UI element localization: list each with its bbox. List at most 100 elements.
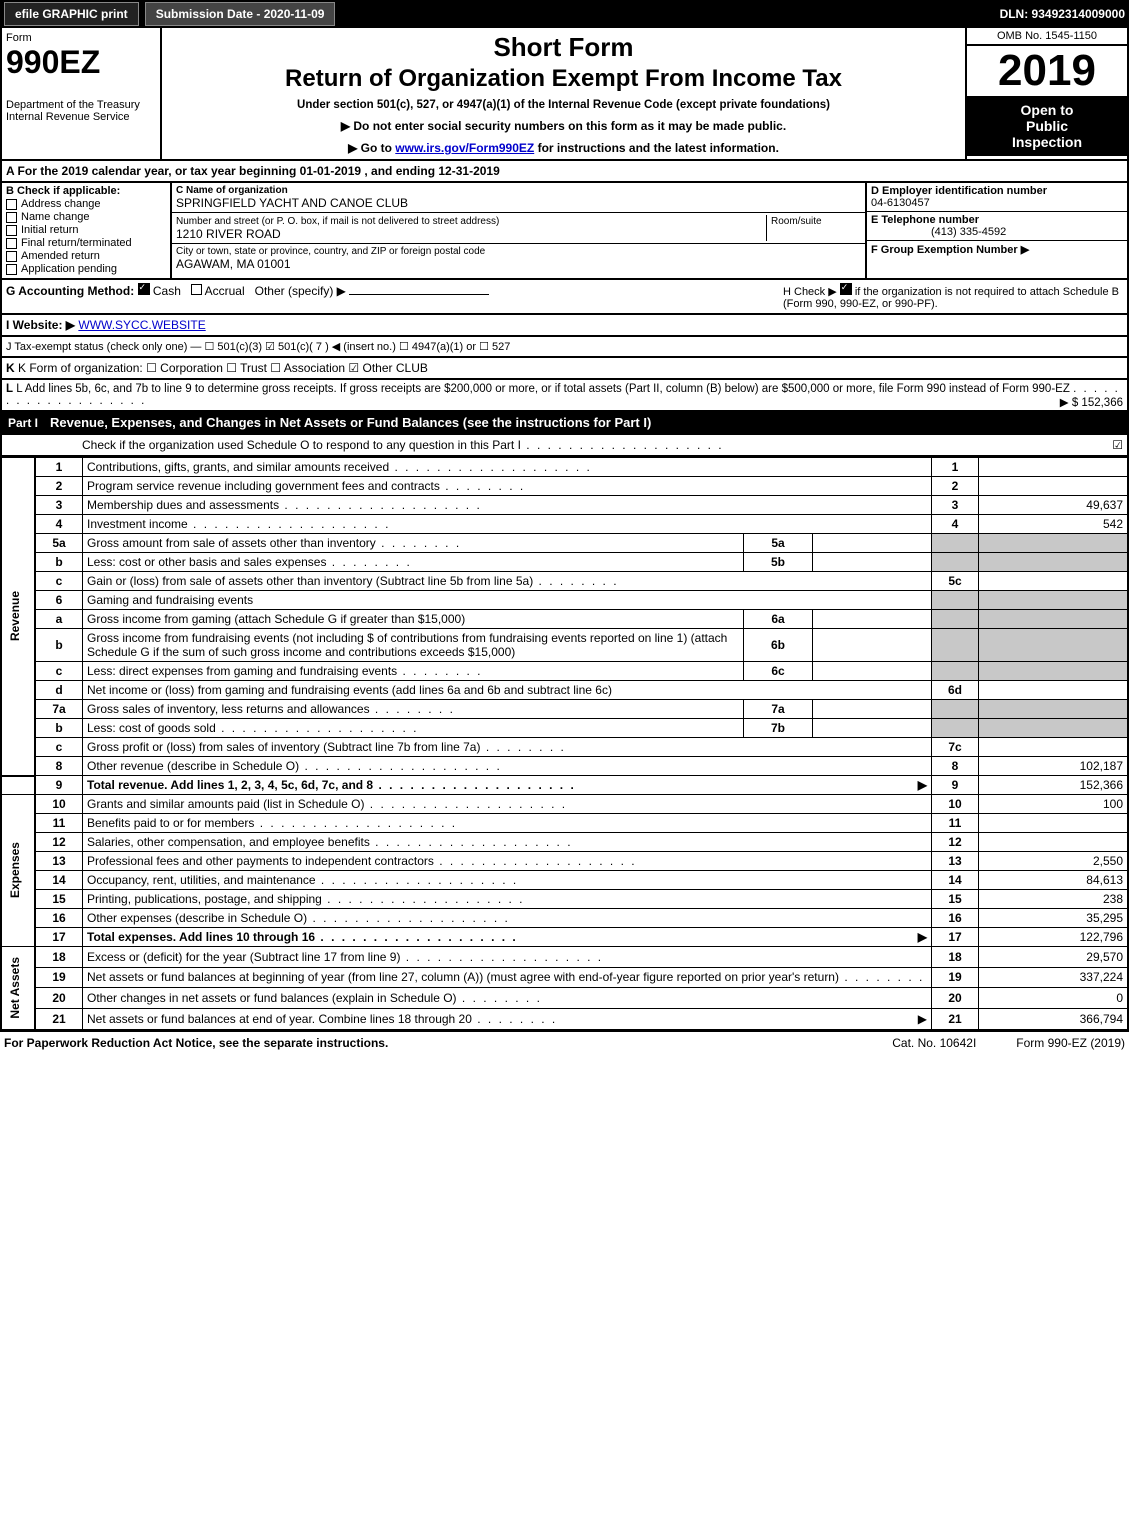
line-6b-inbox: 6b [744, 629, 813, 662]
chk-cash[interactable] [138, 283, 150, 295]
chk-application-pending[interactable]: Application pending [6, 263, 166, 275]
line-5b-inbox: 5b [744, 553, 813, 572]
street-address: 1210 RIVER ROAD [176, 227, 281, 241]
chk-accrual[interactable] [191, 284, 202, 295]
form-label: Form [6, 32, 156, 44]
line-7b-desc: Less: cost of goods sold [87, 721, 216, 735]
line-1-ref: 1 [932, 458, 979, 477]
line-5a-inval [813, 534, 932, 553]
h-text-1: H Check ▶ [783, 286, 840, 298]
line-1-num: 1 [35, 458, 83, 477]
line-4-val: 542 [979, 515, 1129, 534]
street-label: Number and street (or P. O. box, if mail… [176, 216, 499, 227]
line-9-ref: 9 [932, 776, 979, 795]
line-17-ref: 17 [932, 928, 979, 947]
line-10-num: 10 [35, 795, 83, 814]
line-a: A For the 2019 calendar year, or tax yea… [0, 161, 1129, 183]
line-2-desc: Program service revenue including govern… [87, 479, 440, 493]
line-9-val: 152,366 [979, 776, 1129, 795]
line-17-desc: Total expenses. Add lines 10 through 16 [87, 930, 315, 944]
line-21-desc: Net assets or fund balances at end of ye… [87, 1012, 472, 1026]
line-7b-inval [813, 719, 932, 738]
line-5a-inbox: 5a [744, 534, 813, 553]
open-public-box: Open to Public Inspection [967, 96, 1127, 156]
city-label: City or town, state or province, country… [176, 246, 861, 257]
line-12-num: 12 [35, 833, 83, 852]
line-7c-val [979, 738, 1129, 757]
line-21-val: 366,794 [979, 1008, 1129, 1029]
website-link[interactable]: WWW.SYCC.WEBSITE [78, 318, 205, 332]
row-i: I Website: ▶ WWW.SYCC.WEBSITE [0, 315, 1129, 337]
line-16-desc: Other expenses (describe in Schedule O) [87, 911, 307, 925]
chk-amended-return[interactable]: Amended return [6, 250, 166, 262]
line-5c-ref: 5c [932, 572, 979, 591]
line-7c-num: c [35, 738, 83, 757]
line-6d-val [979, 681, 1129, 700]
line-17-num: 17 [35, 928, 83, 947]
chk-address-change[interactable]: Address change [6, 198, 166, 210]
chk-name-change[interactable]: Name change [6, 211, 166, 223]
line-15-val: 238 [979, 890, 1129, 909]
line-6c-inbox: 6c [744, 662, 813, 681]
short-form-title: Short Form [166, 32, 961, 63]
line-6-desc: Gaming and fundraising events [83, 591, 932, 610]
line-20-val: 0 [979, 988, 1129, 1009]
chk-schedule-b[interactable] [840, 283, 852, 295]
chk-final-return[interactable]: Final return/terminated [6, 237, 166, 249]
line-11-ref: 11 [932, 814, 979, 833]
footer-left: For Paperwork Reduction Act Notice, see … [4, 1036, 388, 1050]
line-3-val: 49,637 [979, 496, 1129, 515]
line-6c-inval [813, 662, 932, 681]
line-20-num: 20 [35, 988, 83, 1009]
privacy-notice: ▶ Do not enter social security numbers o… [166, 119, 961, 133]
line-21-ref: 21 [932, 1008, 979, 1029]
line-3-num: 3 [35, 496, 83, 515]
tel-value: (413) 335-4592 [871, 226, 1006, 238]
line-11-num: 11 [35, 814, 83, 833]
line-2-ref: 2 [932, 477, 979, 496]
room-label: Room/suite [771, 216, 822, 227]
line-6b-num: b [35, 629, 83, 662]
box-b: B Check if applicable: Address change Na… [2, 183, 172, 278]
irs-link[interactable]: www.irs.gov/Form990EZ [395, 141, 534, 155]
line-14-desc: Occupancy, rent, utilities, and maintena… [87, 873, 316, 887]
line-13-num: 13 [35, 852, 83, 871]
line-18-val: 29,570 [979, 947, 1129, 968]
line-8-desc: Other revenue (describe in Schedule O) [87, 759, 299, 773]
footer-form: Form 990-EZ (2019) [1016, 1036, 1125, 1050]
line-18-num: 18 [35, 947, 83, 968]
side-revenue: Revenue [6, 583, 24, 649]
line-7c-ref: 7c [932, 738, 979, 757]
submission-date-button[interactable]: Submission Date - 2020-11-09 [145, 2, 336, 26]
org-name: SPRINGFIELD YACHT AND CANOE CLUB [176, 196, 861, 210]
line-7b-inbox: 7b [744, 719, 813, 738]
row-k-text: K Form of organization: ☐ Corporation ☐ … [18, 361, 428, 375]
line-4-num: 4 [35, 515, 83, 534]
row-l: L L Add lines 5b, 6c, and 7b to line 9 t… [0, 380, 1129, 412]
group-exemption-label: F Group Exemption Number ▶ [871, 244, 1029, 256]
line-4-desc: Investment income [87, 517, 188, 531]
schedule-o-check[interactable]: ☑ [1112, 438, 1123, 452]
line-1-desc: Contributions, gifts, grants, and simila… [87, 460, 389, 474]
chk-initial-return[interactable]: Initial return [6, 224, 166, 236]
line-9-desc: Total revenue. Add lines 1, 2, 3, 4, 5c,… [87, 778, 373, 792]
dept-label: Department of the Treasury Internal Reve… [6, 99, 156, 123]
line-6a-desc: Gross income from gaming (attach Schedul… [87, 612, 465, 626]
line-18-desc: Excess or (deficit) for the year (Subtra… [87, 950, 400, 964]
line-18-ref: 18 [932, 947, 979, 968]
line-9-num: 9 [35, 776, 83, 795]
line-7a-inbox: 7a [744, 700, 813, 719]
line-5b-inval [813, 553, 932, 572]
line-5a-num: 5a [35, 534, 83, 553]
line-5b-num: b [35, 553, 83, 572]
efile-button[interactable]: efile GRAPHIC print [4, 2, 139, 26]
tax-year: 2019 [967, 46, 1127, 96]
line-7a-inval [813, 700, 932, 719]
line-3-ref: 3 [932, 496, 979, 515]
line-11-desc: Benefits paid to or for members [87, 816, 254, 830]
line-4-ref: 4 [932, 515, 979, 534]
line-15-num: 15 [35, 890, 83, 909]
tel-label: E Telephone number [871, 214, 979, 226]
part-1-title: Revenue, Expenses, and Changes in Net As… [50, 415, 651, 430]
line-8-num: 8 [35, 757, 83, 776]
